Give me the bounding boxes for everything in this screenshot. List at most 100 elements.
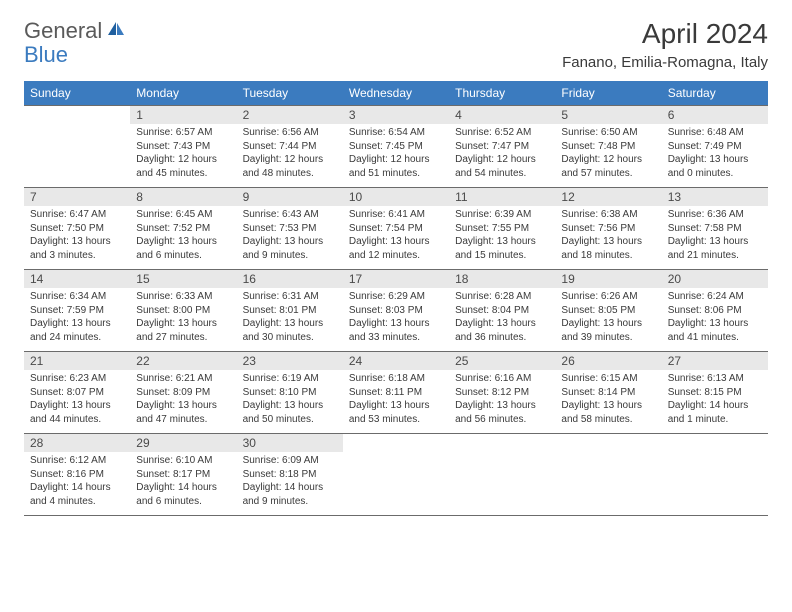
sunset-text: Sunset: 8:05 PM (561, 304, 655, 318)
day-content: Sunrise: 6:38 AMSunset: 7:56 PMDaylight:… (555, 206, 661, 266)
day-content: Sunrise: 6:33 AMSunset: 8:00 PMDaylight:… (130, 288, 236, 348)
sunrise-text: Sunrise: 6:48 AM (668, 126, 762, 140)
calendar-day-cell: 5Sunrise: 6:50 AMSunset: 7:48 PMDaylight… (555, 106, 661, 188)
daylight-text: Daylight: 13 hours and 9 minutes. (243, 235, 337, 262)
calendar-day-cell (343, 434, 449, 516)
sunset-text: Sunset: 7:47 PM (455, 140, 549, 154)
day-number: 19 (555, 270, 661, 288)
daylight-text: Daylight: 12 hours and 45 minutes. (136, 153, 230, 180)
day-content: Sunrise: 6:45 AMSunset: 7:52 PMDaylight:… (130, 206, 236, 266)
day-content: Sunrise: 6:36 AMSunset: 7:58 PMDaylight:… (662, 206, 768, 266)
calendar-day-cell: 21Sunrise: 6:23 AMSunset: 8:07 PMDayligh… (24, 352, 130, 434)
calendar-day-cell: 18Sunrise: 6:28 AMSunset: 8:04 PMDayligh… (449, 270, 555, 352)
sunset-text: Sunset: 7:58 PM (668, 222, 762, 236)
day-number: 12 (555, 188, 661, 206)
day-content: Sunrise: 6:24 AMSunset: 8:06 PMDaylight:… (662, 288, 768, 348)
sunrise-text: Sunrise: 6:12 AM (30, 454, 124, 468)
sunrise-text: Sunrise: 6:18 AM (349, 372, 443, 386)
day-number: 15 (130, 270, 236, 288)
sunrise-text: Sunrise: 6:19 AM (243, 372, 337, 386)
day-number: 9 (237, 188, 343, 206)
calendar-day-cell: 25Sunrise: 6:16 AMSunset: 8:12 PMDayligh… (449, 352, 555, 434)
sunset-text: Sunset: 7:43 PM (136, 140, 230, 154)
day-content: Sunrise: 6:34 AMSunset: 7:59 PMDaylight:… (24, 288, 130, 348)
sunrise-text: Sunrise: 6:50 AM (561, 126, 655, 140)
day-number: 17 (343, 270, 449, 288)
day-number: 21 (24, 352, 130, 370)
page-header: General April 2024 Fanano, Emilia-Romagn… (24, 18, 768, 71)
calendar-day-cell: 7Sunrise: 6:47 AMSunset: 7:50 PMDaylight… (24, 188, 130, 270)
calendar-week-row: 1Sunrise: 6:57 AMSunset: 7:43 PMDaylight… (24, 106, 768, 188)
logo-blue-row: Blue (24, 42, 68, 68)
calendar-day-cell: 6Sunrise: 6:48 AMSunset: 7:49 PMDaylight… (662, 106, 768, 188)
day-number: 25 (449, 352, 555, 370)
calendar-day-cell: 29Sunrise: 6:10 AMSunset: 8:17 PMDayligh… (130, 434, 236, 516)
calendar-day-cell: 12Sunrise: 6:38 AMSunset: 7:56 PMDayligh… (555, 188, 661, 270)
day-number: 27 (662, 352, 768, 370)
daylight-text: Daylight: 13 hours and 53 minutes. (349, 399, 443, 426)
calendar-day-cell: 30Sunrise: 6:09 AMSunset: 8:18 PMDayligh… (237, 434, 343, 516)
sunset-text: Sunset: 8:10 PM (243, 386, 337, 400)
day-number: 11 (449, 188, 555, 206)
daylight-text: Daylight: 13 hours and 27 minutes. (136, 317, 230, 344)
day-number: 14 (24, 270, 130, 288)
sunrise-text: Sunrise: 6:09 AM (243, 454, 337, 468)
day-number: 26 (555, 352, 661, 370)
calendar-week-row: 28Sunrise: 6:12 AMSunset: 8:16 PMDayligh… (24, 434, 768, 516)
day-header: Friday (555, 81, 661, 106)
sunrise-text: Sunrise: 6:36 AM (668, 208, 762, 222)
sunrise-text: Sunrise: 6:13 AM (668, 372, 762, 386)
day-content: Sunrise: 6:28 AMSunset: 8:04 PMDaylight:… (449, 288, 555, 348)
day-content: Sunrise: 6:15 AMSunset: 8:14 PMDaylight:… (555, 370, 661, 430)
day-number: 24 (343, 352, 449, 370)
sunset-text: Sunset: 8:14 PM (561, 386, 655, 400)
calendar-day-cell (24, 106, 130, 188)
logo-text-general: General (24, 18, 102, 44)
sunset-text: Sunset: 7:50 PM (30, 222, 124, 236)
daylight-text: Daylight: 13 hours and 41 minutes. (668, 317, 762, 344)
daylight-text: Daylight: 13 hours and 36 minutes. (455, 317, 549, 344)
sunset-text: Sunset: 7:45 PM (349, 140, 443, 154)
calendar-day-cell: 14Sunrise: 6:34 AMSunset: 7:59 PMDayligh… (24, 270, 130, 352)
day-content: Sunrise: 6:50 AMSunset: 7:48 PMDaylight:… (555, 124, 661, 184)
logo: General (24, 18, 128, 44)
sunrise-text: Sunrise: 6:56 AM (243, 126, 337, 140)
day-number: 2 (237, 106, 343, 124)
day-number: 29 (130, 434, 236, 452)
calendar-day-cell: 9Sunrise: 6:43 AMSunset: 7:53 PMDaylight… (237, 188, 343, 270)
calendar-day-cell: 11Sunrise: 6:39 AMSunset: 7:55 PMDayligh… (449, 188, 555, 270)
logo-text-blue: Blue (24, 42, 68, 67)
daylight-text: Daylight: 13 hours and 15 minutes. (455, 235, 549, 262)
day-number: 13 (662, 188, 768, 206)
daylight-text: Daylight: 13 hours and 39 minutes. (561, 317, 655, 344)
sunset-text: Sunset: 8:06 PM (668, 304, 762, 318)
day-number: 6 (662, 106, 768, 124)
daylight-text: Daylight: 14 hours and 9 minutes. (243, 481, 337, 508)
daylight-text: Daylight: 13 hours and 21 minutes. (668, 235, 762, 262)
logo-sail-icon (106, 20, 126, 43)
sunrise-text: Sunrise: 6:39 AM (455, 208, 549, 222)
day-number: 23 (237, 352, 343, 370)
day-content: Sunrise: 6:13 AMSunset: 8:15 PMDaylight:… (662, 370, 768, 430)
day-number: 18 (449, 270, 555, 288)
daylight-text: Daylight: 13 hours and 44 minutes. (30, 399, 124, 426)
day-content: Sunrise: 6:21 AMSunset: 8:09 PMDaylight:… (130, 370, 236, 430)
sunset-text: Sunset: 8:00 PM (136, 304, 230, 318)
day-header: Tuesday (237, 81, 343, 106)
calendar-day-cell: 19Sunrise: 6:26 AMSunset: 8:05 PMDayligh… (555, 270, 661, 352)
daylight-text: Daylight: 13 hours and 33 minutes. (349, 317, 443, 344)
daylight-text: Daylight: 12 hours and 48 minutes. (243, 153, 337, 180)
sunrise-text: Sunrise: 6:10 AM (136, 454, 230, 468)
sunrise-text: Sunrise: 6:28 AM (455, 290, 549, 304)
day-content: Sunrise: 6:26 AMSunset: 8:05 PMDaylight:… (555, 288, 661, 348)
day-number: 7 (24, 188, 130, 206)
daylight-text: Daylight: 13 hours and 18 minutes. (561, 235, 655, 262)
calendar-day-cell: 10Sunrise: 6:41 AMSunset: 7:54 PMDayligh… (343, 188, 449, 270)
day-content: Sunrise: 6:47 AMSunset: 7:50 PMDaylight:… (24, 206, 130, 266)
sunset-text: Sunset: 7:59 PM (30, 304, 124, 318)
sunset-text: Sunset: 7:48 PM (561, 140, 655, 154)
sunrise-text: Sunrise: 6:34 AM (30, 290, 124, 304)
location-label: Fanano, Emilia-Romagna, Italy (562, 54, 768, 71)
calendar-day-cell (449, 434, 555, 516)
sunset-text: Sunset: 8:15 PM (668, 386, 762, 400)
